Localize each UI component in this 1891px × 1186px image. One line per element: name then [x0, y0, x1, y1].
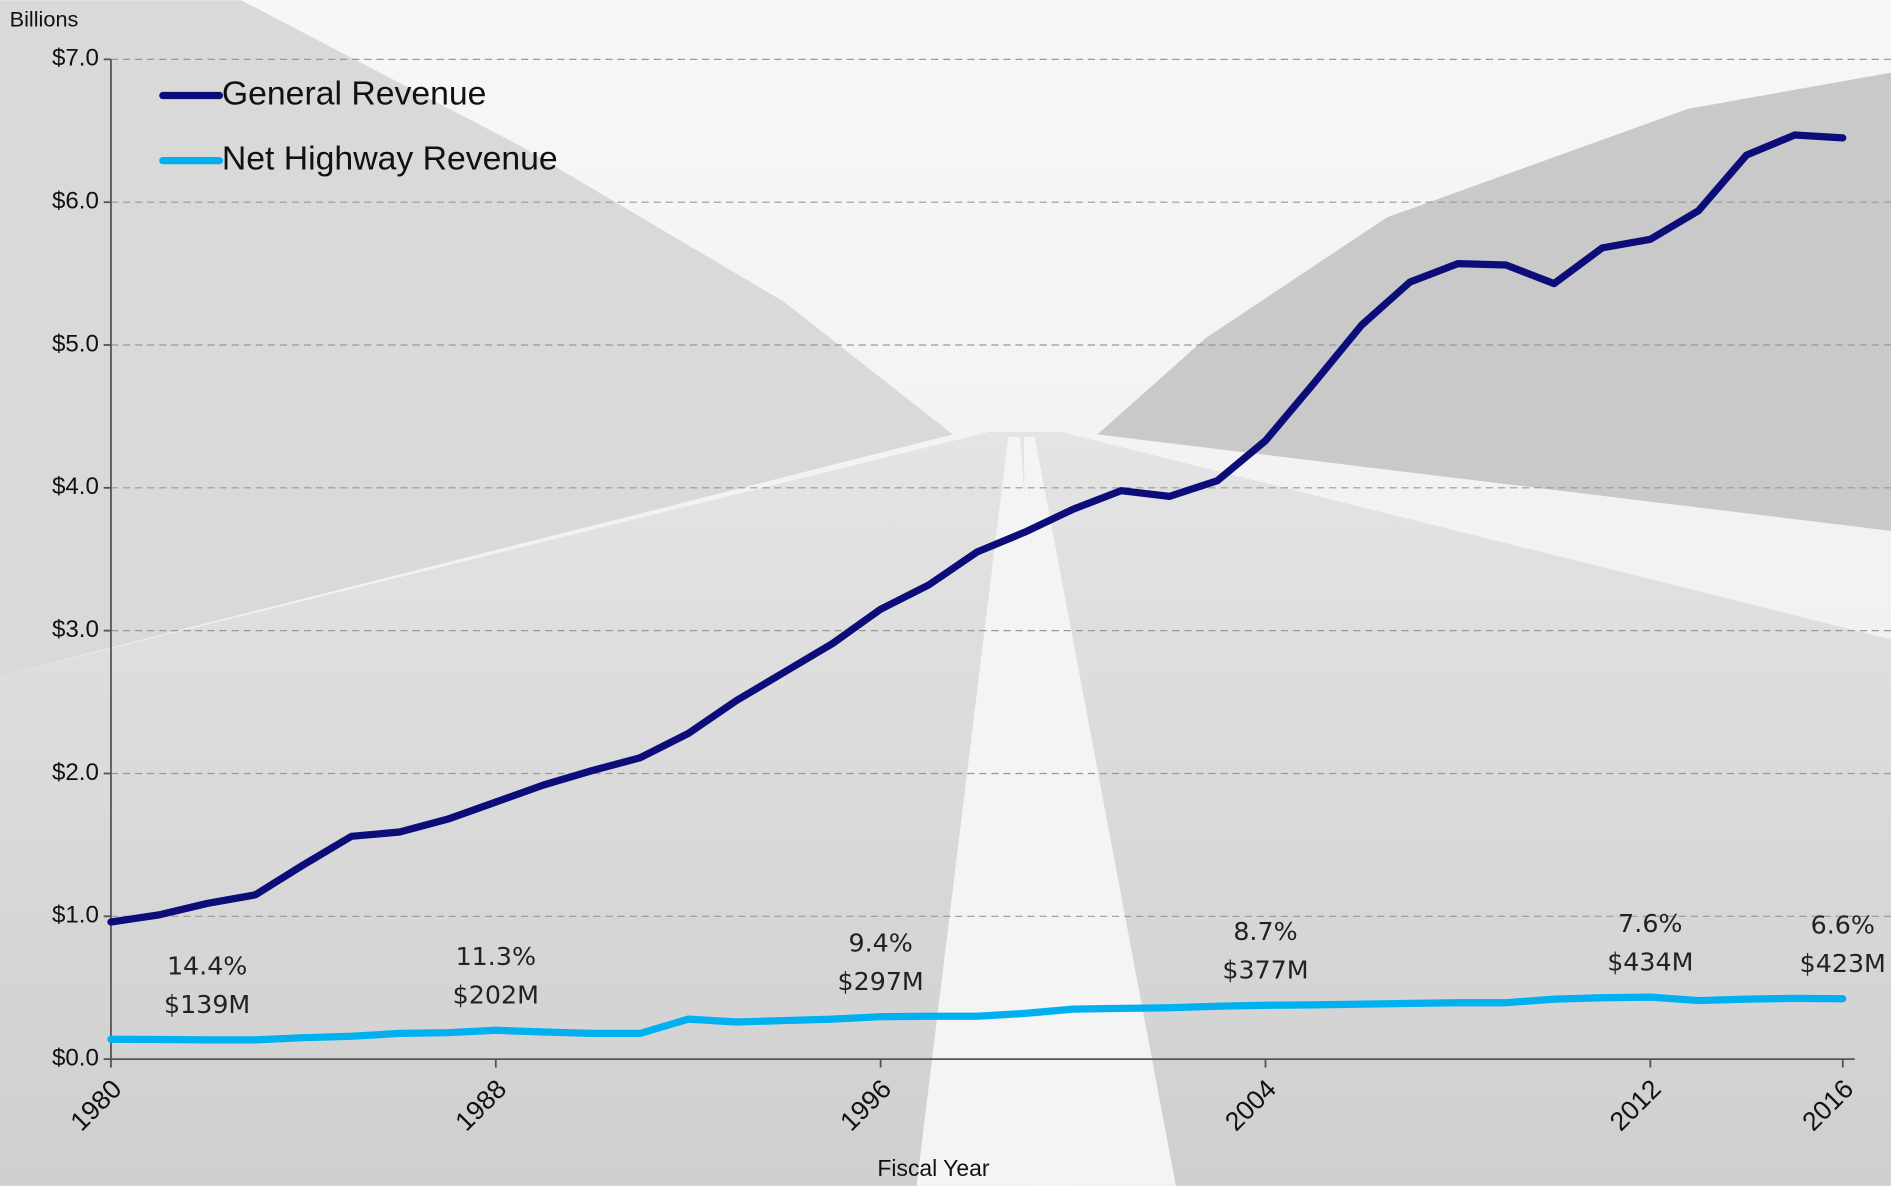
annotation: 11.3% — [456, 941, 536, 971]
y-tick-label: $5.0 — [52, 330, 99, 357]
annotation: 8.7% — [1233, 916, 1297, 946]
annotation: 14.4% — [167, 950, 247, 980]
annotation: $139M — [164, 989, 250, 1019]
y-tick-label: $2.0 — [52, 759, 99, 786]
background-photo — [0, 0, 1891, 1185]
legend-label: Net Highway Revenue — [222, 140, 558, 178]
y-tick-label: $0.0 — [52, 1044, 99, 1071]
annotation: $377M — [1222, 955, 1308, 985]
y-tick-label: $6.0 — [52, 188, 99, 215]
y-tick-label: $3.0 — [52, 616, 99, 643]
annotation: 7.6% — [1618, 908, 1682, 938]
y-axis-label: Billions — [10, 6, 79, 31]
y-tick-label: $7.0 — [52, 45, 99, 72]
annotation: $434M — [1607, 946, 1693, 976]
legend-label: General Revenue — [222, 74, 487, 112]
annotation: 6.6% — [1811, 909, 1875, 939]
annotation: $297M — [838, 966, 924, 996]
page: {"chart_data": { "type": "line", "y_axis… — [0, 0, 1891, 1186]
annotation: $423M — [1800, 948, 1886, 978]
chart: Billions Fiscal Year $0.0 $1.0 $2.0 $3.0 $4.… — [0, 0, 1891, 1186]
annotation: $202M — [453, 979, 539, 1009]
x-axis-label: Fiscal Year — [877, 1155, 989, 1181]
annotation: 9.4% — [848, 927, 912, 957]
y-tick-label: $1.0 — [52, 902, 99, 929]
y-tick-label: $4.0 — [52, 473, 99, 500]
